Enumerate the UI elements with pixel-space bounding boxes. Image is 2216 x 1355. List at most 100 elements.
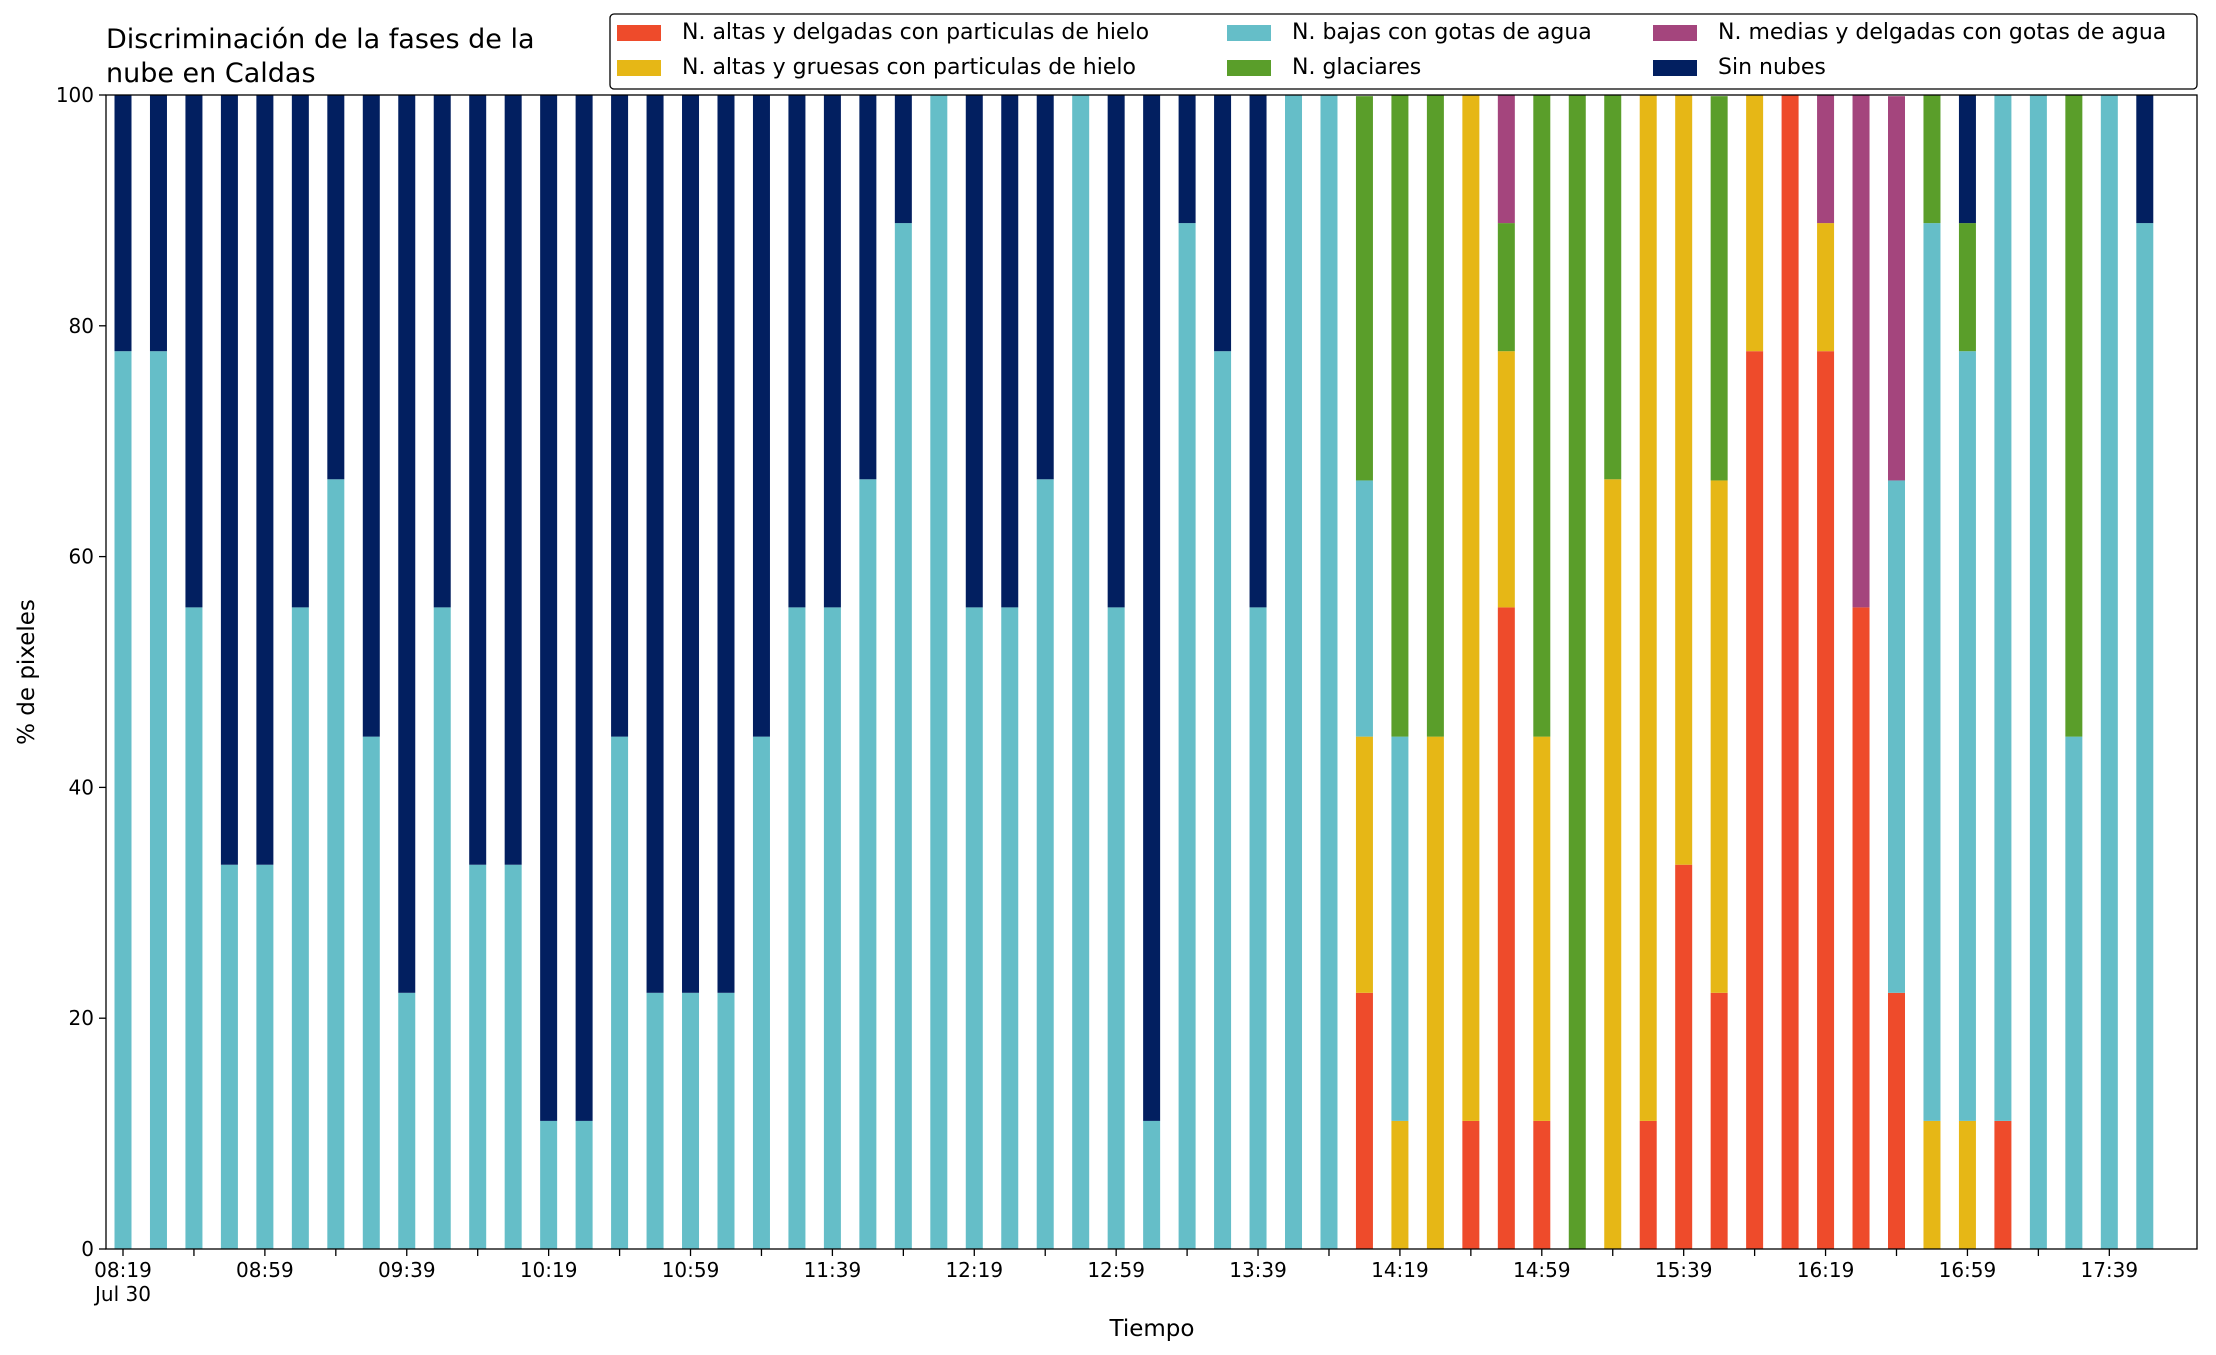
legend-label: N. bajas con gotas de agua <box>1292 20 1592 45</box>
legend-swatch <box>1653 60 1697 76</box>
bar-segment <box>256 95 274 865</box>
bar-segment <box>1462 1120 1480 1249</box>
bar-segment <box>1994 95 2012 1121</box>
bar-segment <box>717 992 735 1249</box>
bar-segment <box>1497 351 1515 608</box>
x-tick-label: 08:19 <box>94 1258 152 1282</box>
x-date-label: Jul 30 <box>93 1282 151 1306</box>
bar-segment <box>1923 223 1941 1121</box>
x-tick-label: 12:19 <box>945 1258 1003 1282</box>
x-tick-label: 16:19 <box>1797 1258 1855 1282</box>
bar-segment <box>1710 992 1728 1249</box>
bar-segment <box>1497 607 1515 1249</box>
bar-segment <box>1533 1120 1551 1249</box>
bar-segment <box>611 95 629 737</box>
y-tick-label: 60 <box>69 545 94 569</box>
bar-segment <box>894 95 912 224</box>
bar-segment <box>1001 95 1019 608</box>
legend-swatch <box>1227 60 1271 76</box>
legend-swatch <box>617 25 661 41</box>
bar-segment <box>823 607 841 1249</box>
bar-segment <box>1285 95 1303 1249</box>
bar-segment <box>398 992 416 1249</box>
bar-segment <box>1391 736 1409 1121</box>
bar-segment <box>1675 864 1693 1249</box>
bar-segment <box>1675 95 1693 865</box>
bar-segment <box>149 351 167 1249</box>
bar-segment <box>398 95 416 993</box>
bar-segment <box>1746 351 1764 1249</box>
bar-segment <box>1533 95 1551 737</box>
bar-segment <box>1710 480 1728 993</box>
bar-segment <box>1710 96 1728 481</box>
x-tick-label: 08:59 <box>236 1258 294 1282</box>
bar-segment <box>469 95 487 865</box>
x-axis-label: Tiempo <box>1109 1316 1195 1342</box>
bar-segment <box>2029 95 2047 1249</box>
bar-segment <box>1320 95 1338 1249</box>
bar-segment <box>1781 95 1799 1249</box>
bar-segment <box>1958 95 1976 224</box>
bar-segment <box>504 95 522 865</box>
bar-segment <box>1355 736 1373 993</box>
bar-segment <box>1426 95 1444 737</box>
bar-segment <box>149 95 167 352</box>
bar-segment <box>114 95 132 352</box>
bar-segment <box>1107 607 1125 1249</box>
bar-segment <box>327 95 345 480</box>
bar-segment <box>611 736 629 1249</box>
bar-segment <box>256 864 274 1249</box>
bar-segment <box>965 95 983 608</box>
bar-segment <box>1497 95 1515 224</box>
bar-segment <box>859 479 877 1250</box>
bar-segment <box>894 223 912 1249</box>
bar-segment <box>2065 736 2083 1249</box>
bar-segment <box>1923 1120 1941 1249</box>
bar-segment <box>1391 95 1409 737</box>
x-tick-label: 11:39 <box>804 1258 862 1282</box>
x-tick-label: 14:59 <box>1513 1258 1571 1282</box>
plot-frame <box>105 94 2198 1250</box>
bar-segment <box>859 95 877 480</box>
bar-segment <box>362 95 380 737</box>
bar-segment <box>1994 1120 2012 1249</box>
legend-swatch <box>1653 25 1697 41</box>
bar-segment <box>1533 736 1551 1121</box>
bar-segment <box>1817 351 1835 1249</box>
bar-segment <box>1958 223 1976 352</box>
bar-segment <box>1355 96 1373 481</box>
bar-segment <box>1355 992 1373 1249</box>
y-tick-label: 40 <box>69 775 94 799</box>
x-tick-label: 14:19 <box>1371 1258 1429 1282</box>
bar-segment <box>1604 95 1622 480</box>
bar-segment <box>1107 95 1125 608</box>
x-tick-label: 15:39 <box>1655 1258 1713 1282</box>
bar-segment <box>1001 607 1019 1249</box>
bar-segment <box>540 95 558 1121</box>
bar-segment <box>788 607 806 1249</box>
bar-segment <box>433 607 451 1249</box>
y-axis-label: % de pixeles <box>14 599 40 745</box>
bar-segment <box>1249 95 1267 608</box>
y-tick-label: 80 <box>69 314 94 338</box>
bar-segment <box>1214 95 1232 352</box>
bar-segment <box>1426 736 1444 1249</box>
legend-swatch <box>1227 25 1271 41</box>
chart-title: Discriminación de la fases de la <box>106 24 535 55</box>
bar-segment <box>682 95 700 993</box>
bar-segment <box>1817 223 1835 352</box>
bar-segment <box>2136 95 2154 224</box>
bar-segment <box>1355 480 1373 737</box>
bar-segment <box>1888 96 1905 481</box>
bar-segment <box>1852 95 1870 608</box>
bar-segment <box>1178 95 1196 224</box>
bar-segment <box>1958 351 1976 1121</box>
bar-segment <box>1072 95 1090 1249</box>
bar-segment <box>1923 95 1941 224</box>
bar-segment <box>1497 223 1515 352</box>
bar-segment <box>1462 95 1480 1121</box>
bar-segment <box>1178 223 1196 1249</box>
bar-segment <box>752 95 770 737</box>
bar-segment <box>1817 95 1835 224</box>
